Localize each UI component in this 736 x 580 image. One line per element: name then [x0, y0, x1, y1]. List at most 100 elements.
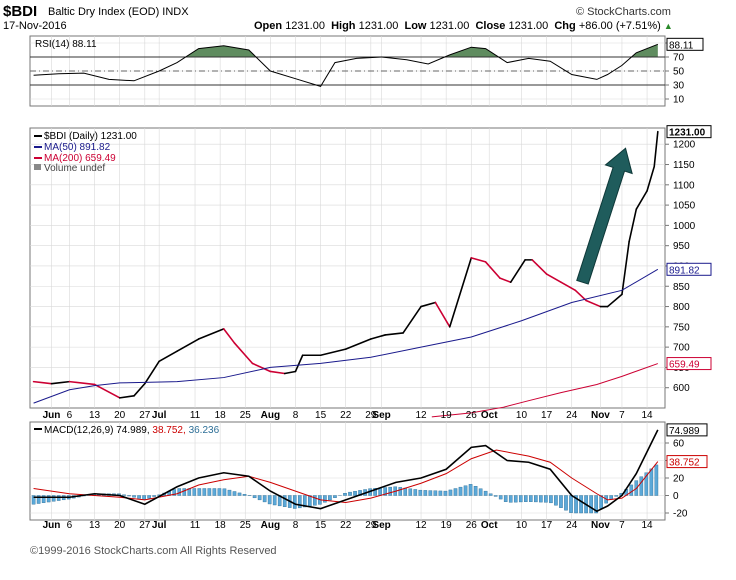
price-legend-label: $BDI (Daily) 1231.00: [44, 131, 137, 142]
macd-histogram-bar: [564, 495, 568, 511]
chg-label: Chg: [554, 20, 576, 32]
price-ytick-label: 1150: [673, 160, 695, 171]
price-line-segment: [32, 380, 53, 385]
volume-legend-label: Volume undef: [44, 163, 105, 174]
ohlc-summary: Open 1231.00 High 1231.00 Low 1231.00 Cl…: [254, 20, 673, 32]
price-ytick-label: 1000: [673, 221, 696, 232]
macd-histogram-bar: [51, 495, 56, 502]
macd-histogram-bar: [232, 491, 237, 496]
macd-histogram-bar: [132, 495, 136, 498]
macd-histogram-bar: [41, 495, 46, 503]
macd-histogram-bar: [197, 488, 202, 496]
rsi-ytick-label: 50: [673, 67, 685, 78]
price-xaxis-label: 7: [619, 410, 625, 421]
macd-histogram-bar: [217, 488, 222, 496]
chg-up-arrow-icon: ▲: [663, 21, 673, 31]
price-line-segment: [118, 395, 135, 399]
macd-histogram-bar: [297, 495, 302, 509]
price-xaxis-label: Jul: [152, 410, 167, 421]
macd-histogram-bar: [207, 488, 212, 496]
price-xaxis-label: 13: [89, 410, 101, 421]
price-panel-frame: [29, 127, 666, 409]
rsi-last-value-label: 88.11: [669, 40, 694, 51]
macd-xaxis-label: 6: [67, 520, 73, 531]
price-line-segment: [499, 277, 512, 284]
price-xaxis-label: 8: [293, 410, 299, 421]
macd-histogram-bar: [388, 486, 392, 496]
symbol-title: $BDI: [3, 3, 38, 20]
macd-xaxis-label: 15: [315, 520, 327, 531]
price-line-segment: [222, 328, 236, 344]
price-line-segment: [545, 273, 562, 284]
price-xaxis-label: 29: [365, 410, 377, 421]
price-xaxis-label: 11: [190, 410, 201, 421]
macd-histogram-bar: [383, 487, 387, 496]
macd-ytick-label: 60: [673, 439, 685, 450]
low-label: Low: [404, 20, 427, 32]
ma200-last-value-box: [666, 357, 712, 371]
price-line-segment: [283, 370, 297, 375]
macd-histogram-bar: [478, 488, 483, 496]
macd-legend-name: MACD(12,26,9): [44, 425, 116, 436]
macd-histogram-bar: [46, 495, 51, 503]
rsi-ytick-label: 70: [673, 53, 685, 64]
macd-histogram-bar: [483, 490, 488, 496]
macd-histogram-bar: [493, 495, 498, 497]
ma200-legend-label: MA(200) 659.49: [44, 153, 116, 164]
macd-xaxis-label: 11: [190, 520, 201, 531]
price-line-segment: [621, 240, 630, 296]
macd-histogram-bar: [534, 495, 538, 503]
macd-histogram-bar: [453, 488, 458, 496]
price-line-segment: [470, 257, 487, 263]
price-line-segment: [434, 301, 451, 328]
macd-histogram-bar: [614, 495, 619, 497]
price-xaxis-label: 27: [139, 410, 151, 421]
price-line-segment: [50, 380, 71, 385]
macd-xaxis-label: 24: [566, 520, 578, 531]
macd-histogram-bar: [513, 495, 518, 503]
macd-xaxis-label: Jul: [152, 520, 167, 531]
macd-histogram-bar: [559, 495, 563, 508]
price-xaxis-label: 10: [516, 410, 528, 421]
macd-histogram-bar: [594, 495, 598, 514]
price-xaxis-label: 12: [415, 410, 427, 421]
macd-xaxis-label: 17: [541, 520, 553, 531]
macd-histogram-bar: [282, 495, 287, 507]
price-xaxis-label: 22: [340, 410, 352, 421]
macd-legend-hist-value: 36.236: [189, 425, 220, 436]
macd-histogram-bar: [448, 489, 453, 496]
macd-ytick-label: 20: [673, 474, 685, 485]
macd-legend-macd-value: 74.989,: [116, 425, 152, 436]
macd-histogram-bar: [348, 491, 352, 496]
price-xaxis-label: Aug: [261, 410, 280, 421]
price-line-segment: [560, 281, 577, 292]
macd-xaxis-label: 26: [466, 520, 478, 531]
macd-histogram-bar: [458, 486, 463, 496]
macd-histogram-bar: [222, 488, 227, 496]
price-line-segment: [233, 342, 254, 365]
macd-xaxis-label: 29: [365, 520, 377, 531]
price-line-segment: [509, 259, 526, 284]
macd-histogram-bar: [498, 495, 503, 500]
high-label: High: [331, 20, 356, 32]
macd-histogram-bar: [257, 495, 262, 501]
macd-histogram-bar: [292, 495, 297, 509]
price-xaxis-label: 20: [114, 410, 126, 421]
macd-histogram-bar: [142, 495, 146, 500]
macd-histogram-bar: [313, 495, 317, 506]
ma50-last-value-label: 891.82: [669, 265, 700, 276]
price-line-segment: [176, 338, 200, 352]
macd-histogram-bar: [328, 495, 332, 501]
price-xaxis-label: 17: [541, 410, 553, 421]
rsi-ytick-label: 30: [673, 81, 685, 92]
price-xaxis-label: 18: [215, 410, 227, 421]
macd-xaxis-label: 7: [619, 520, 625, 531]
macd-histogram-bar: [267, 495, 272, 505]
macd-histogram-bar: [403, 487, 408, 496]
price-xaxis-label: Nov: [591, 410, 610, 421]
price-ytick-label: 700: [673, 343, 690, 354]
macd-histogram-bar: [323, 495, 327, 503]
macd-histogram-bar: [644, 472, 649, 496]
macd-histogram-bar: [122, 494, 126, 496]
price-ytick-label: 1050: [673, 201, 696, 212]
